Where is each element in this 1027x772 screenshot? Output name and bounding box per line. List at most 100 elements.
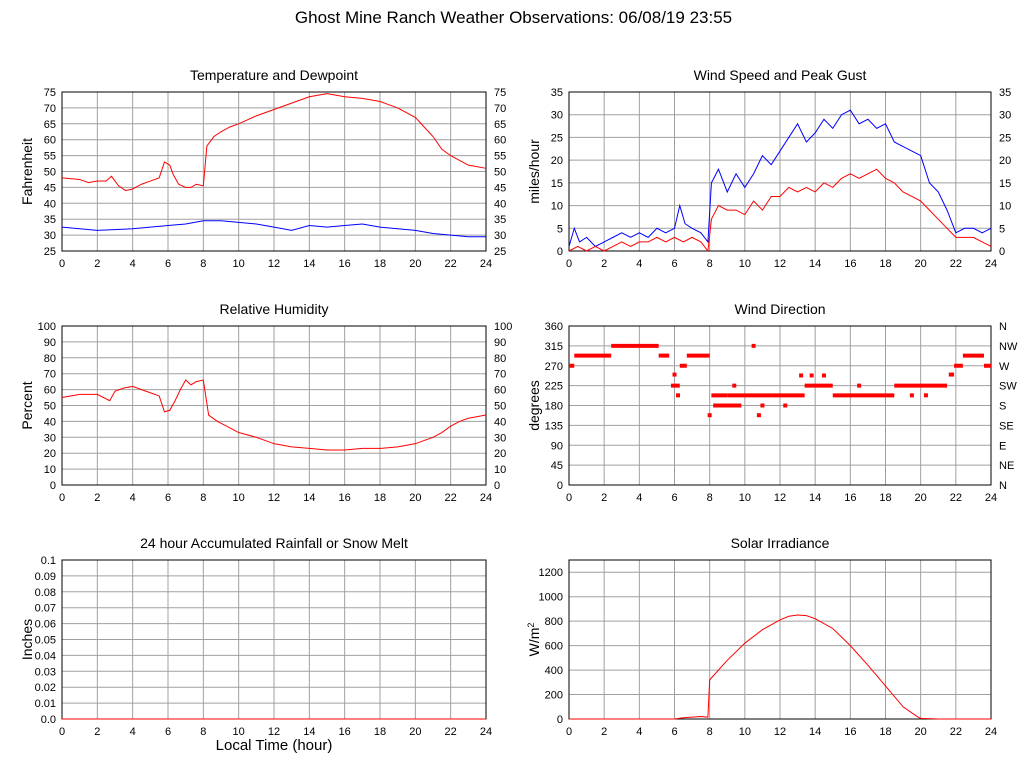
series-line-red [61, 379, 487, 451]
y-tick-label-right: 50 [494, 167, 506, 179]
y-tick-label: 270 [545, 361, 563, 373]
y-tick-label: 100 [38, 321, 56, 333]
x-tick-label: 16 [844, 492, 856, 504]
x-tick-label: 4 [636, 258, 642, 270]
y-tick-label-right: 75 [494, 87, 506, 99]
plot-frame [568, 91, 992, 252]
x-tick-label: 2 [601, 726, 607, 738]
x-tick-label: 2 [94, 492, 100, 504]
y-tick-label-right: 60 [494, 385, 506, 397]
direction-point [857, 383, 862, 388]
y-tick-label: 0.08 [35, 587, 56, 599]
series-line-red [568, 168, 992, 253]
y-tick-label: 45 [551, 460, 563, 472]
y-tick-label: 200 [545, 690, 563, 702]
x-tick-label: 0 [566, 258, 572, 270]
x-tick-label: 0 [566, 726, 572, 738]
y-tick-label: 0.02 [35, 682, 56, 694]
y-tick-label: 90 [551, 440, 563, 452]
x-tick-label: 0 [59, 258, 65, 270]
y-axis-label: degrees [526, 380, 542, 431]
x-tick-label: 16 [339, 492, 351, 504]
compass-label: E [999, 440, 1006, 452]
x-tick-label: 12 [268, 258, 280, 270]
y-tick-label: 20 [44, 448, 56, 460]
x-tick-label: 16 [844, 726, 856, 738]
x-tick-label: 10 [233, 492, 245, 504]
y-tick-label: 10 [44, 464, 56, 476]
y-tick-label: 25 [44, 246, 56, 258]
y-tick-label-right: 45 [494, 182, 506, 194]
x-tick-label: 2 [94, 258, 100, 270]
compass-label: W [999, 361, 1010, 373]
x-tick-label: 4 [130, 726, 136, 738]
x-tick-label: 6 [165, 726, 171, 738]
y-tick-label-right: 70 [494, 369, 506, 381]
plot-frame [61, 325, 487, 486]
y-tick-label-right: 15 [999, 178, 1011, 190]
x-tick-label: 12 [268, 726, 280, 738]
y-tick-label: 35 [551, 87, 563, 99]
compass-label: SW [999, 381, 1017, 393]
x-tick-label: 14 [303, 726, 315, 738]
y-tick-label-right: 80 [494, 353, 506, 365]
x-tick-label: 24 [985, 492, 997, 504]
chart-title: Relative Humidity [220, 301, 329, 317]
y-tick-label: 50 [44, 401, 56, 413]
x-tick-label: 14 [809, 258, 821, 270]
y-tick-label-right: 25 [494, 246, 506, 258]
direction-point [751, 343, 756, 348]
x-tick-label: 4 [130, 258, 136, 270]
x-tick-label: 12 [774, 258, 786, 270]
y-tick-label: 60 [44, 135, 56, 147]
direction-point [732, 383, 737, 388]
y-tick-label: 800 [545, 616, 563, 628]
y-tick-label: 1000 [539, 592, 563, 604]
x-tick-label: 8 [200, 258, 206, 270]
x-tick-label: 14 [303, 258, 315, 270]
x-tick-label: 18 [879, 492, 891, 504]
direction-point [707, 413, 712, 418]
x-tick-label: 22 [445, 492, 457, 504]
y-tick-label-right: 50 [494, 401, 506, 413]
x-tick-label: 8 [707, 258, 713, 270]
x-tick-label: 22 [950, 726, 962, 738]
y-tick-label: 0 [557, 714, 563, 726]
y-tick-label: 180 [545, 401, 563, 413]
y-tick-label-right: 65 [494, 119, 506, 131]
series-line-red [569, 614, 991, 720]
y-tick-label-right: 30 [494, 230, 506, 242]
compass-label: SE [999, 420, 1014, 432]
y-tick-label: 45 [44, 182, 56, 194]
x-tick-label: 18 [879, 258, 891, 270]
y-axis-label: Fahrenheit [19, 138, 35, 205]
x-tick-label: 16 [844, 258, 856, 270]
y-tick-label: 0.09 [35, 571, 56, 583]
x-tick-label: 20 [409, 726, 421, 738]
x-tick-label: 14 [303, 492, 315, 504]
y-tick-label-right: 5 [999, 223, 1005, 235]
x-tick-label: 12 [774, 492, 786, 504]
x-tick-label: 2 [601, 258, 607, 270]
plot-frame [568, 325, 992, 486]
y-tick-label-right: 100 [494, 321, 512, 333]
y-tick-label-right: 70 [494, 103, 506, 115]
x-tick-label: 4 [130, 492, 136, 504]
y-tick-label: 50 [44, 167, 56, 179]
y-tick-label: 0.1 [41, 555, 56, 567]
x-tick-label: 6 [165, 492, 171, 504]
y-tick-label: 360 [545, 321, 563, 333]
x-tick-label: 16 [339, 258, 351, 270]
y-tick-label: 400 [545, 665, 563, 677]
x-tick-label: 4 [636, 726, 642, 738]
x-tick-label: 10 [739, 258, 751, 270]
direction-point [809, 373, 814, 378]
y-tick-label: 15 [551, 178, 563, 190]
x-tick-label: 20 [915, 258, 927, 270]
x-tick-label: 10 [233, 258, 245, 270]
y-tick-label-right: 40 [494, 198, 506, 210]
x-tick-label: 24 [480, 258, 492, 270]
x-tick-label: 4 [636, 492, 642, 504]
